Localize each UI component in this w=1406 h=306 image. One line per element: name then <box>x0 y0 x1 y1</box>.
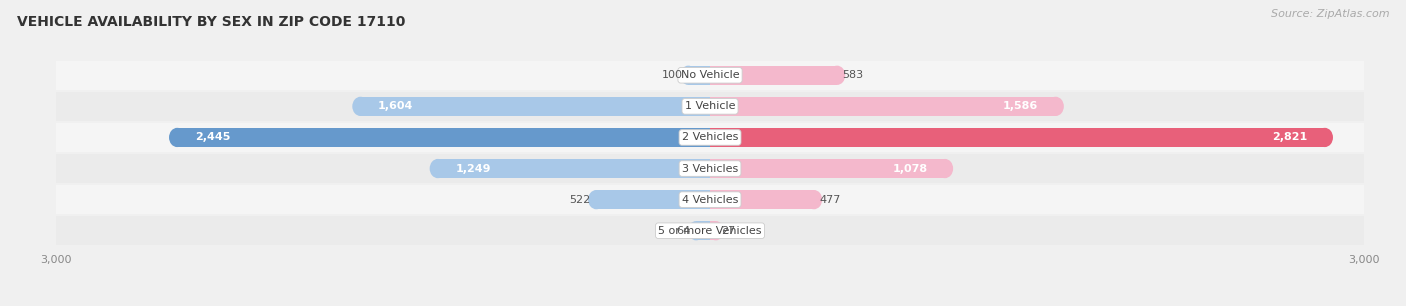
Bar <box>177 128 710 147</box>
Bar <box>596 190 710 209</box>
Text: 4 Vehicles: 4 Vehicles <box>682 195 738 205</box>
Bar <box>689 66 710 85</box>
Ellipse shape <box>806 190 823 209</box>
Text: 2 Vehicles: 2 Vehicles <box>682 132 738 143</box>
Text: 583: 583 <box>842 70 863 80</box>
Bar <box>437 159 710 178</box>
Bar <box>56 61 1364 90</box>
Text: VEHICLE AVAILABILITY BY SEX IN ZIP CODE 17110: VEHICLE AVAILABILITY BY SEX IN ZIP CODE … <box>17 15 405 29</box>
Ellipse shape <box>169 128 186 147</box>
Text: 1,249: 1,249 <box>456 163 491 174</box>
Text: 1 Vehicle: 1 Vehicle <box>685 101 735 111</box>
Bar <box>360 97 710 116</box>
Bar <box>710 190 814 209</box>
Bar <box>56 154 1364 183</box>
Ellipse shape <box>1316 128 1333 147</box>
Bar <box>56 123 1364 152</box>
Bar <box>56 216 1364 245</box>
Bar <box>710 97 1056 116</box>
Ellipse shape <box>830 66 845 85</box>
Bar <box>710 128 1324 147</box>
Text: 64: 64 <box>676 226 690 236</box>
Text: 1,604: 1,604 <box>378 101 413 111</box>
Text: 2,445: 2,445 <box>194 132 231 143</box>
Ellipse shape <box>688 221 704 240</box>
Bar <box>710 159 945 178</box>
Ellipse shape <box>681 66 696 85</box>
Text: 3 Vehicles: 3 Vehicles <box>682 163 738 174</box>
Text: 2,821: 2,821 <box>1272 132 1308 143</box>
Text: 1,078: 1,078 <box>893 163 928 174</box>
Text: 522: 522 <box>569 195 591 205</box>
Text: 1,586: 1,586 <box>1002 101 1038 111</box>
Text: 477: 477 <box>820 195 841 205</box>
Ellipse shape <box>936 159 953 178</box>
Text: Source: ZipAtlas.com: Source: ZipAtlas.com <box>1271 9 1389 19</box>
Text: 27: 27 <box>721 226 735 236</box>
Bar <box>56 92 1364 121</box>
Bar <box>56 185 1364 214</box>
Bar <box>696 221 710 240</box>
Ellipse shape <box>588 190 605 209</box>
Ellipse shape <box>430 159 446 178</box>
Ellipse shape <box>707 221 724 240</box>
Text: 100: 100 <box>662 70 683 80</box>
Text: 5 or more Vehicles: 5 or more Vehicles <box>658 226 762 236</box>
Ellipse shape <box>1047 97 1064 116</box>
Ellipse shape <box>353 97 368 116</box>
Text: No Vehicle: No Vehicle <box>681 70 740 80</box>
Bar <box>710 66 837 85</box>
Bar <box>710 221 716 240</box>
